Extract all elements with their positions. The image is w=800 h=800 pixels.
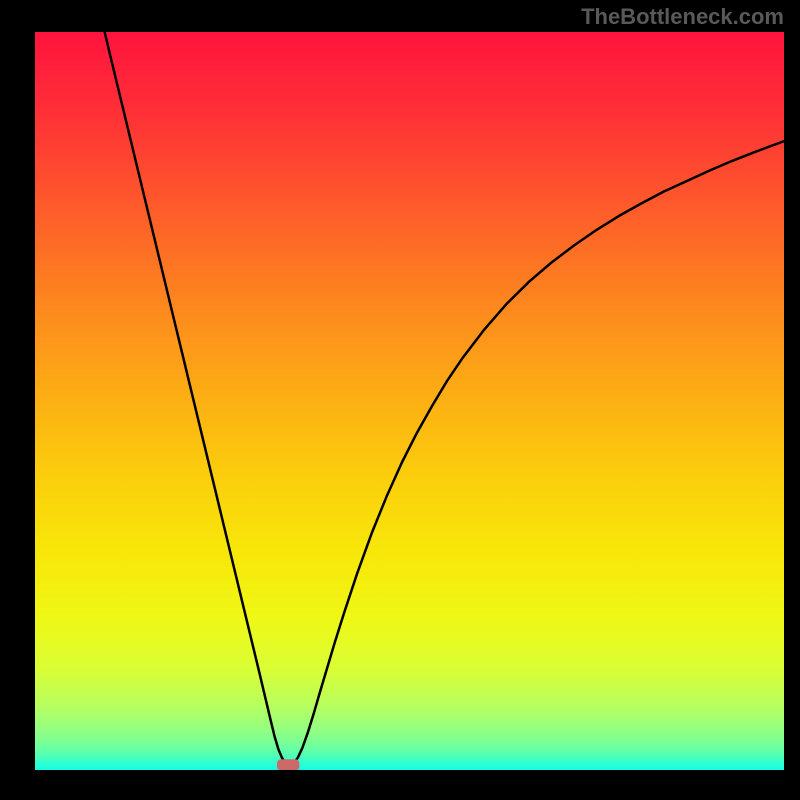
bottleneck-curve (105, 32, 784, 765)
chart-container: TheBottleneck.com (0, 0, 800, 800)
watermark-text: TheBottleneck.com (581, 4, 784, 30)
optimal-marker (277, 759, 299, 770)
plot-area (35, 32, 784, 770)
curve-layer (35, 32, 784, 770)
